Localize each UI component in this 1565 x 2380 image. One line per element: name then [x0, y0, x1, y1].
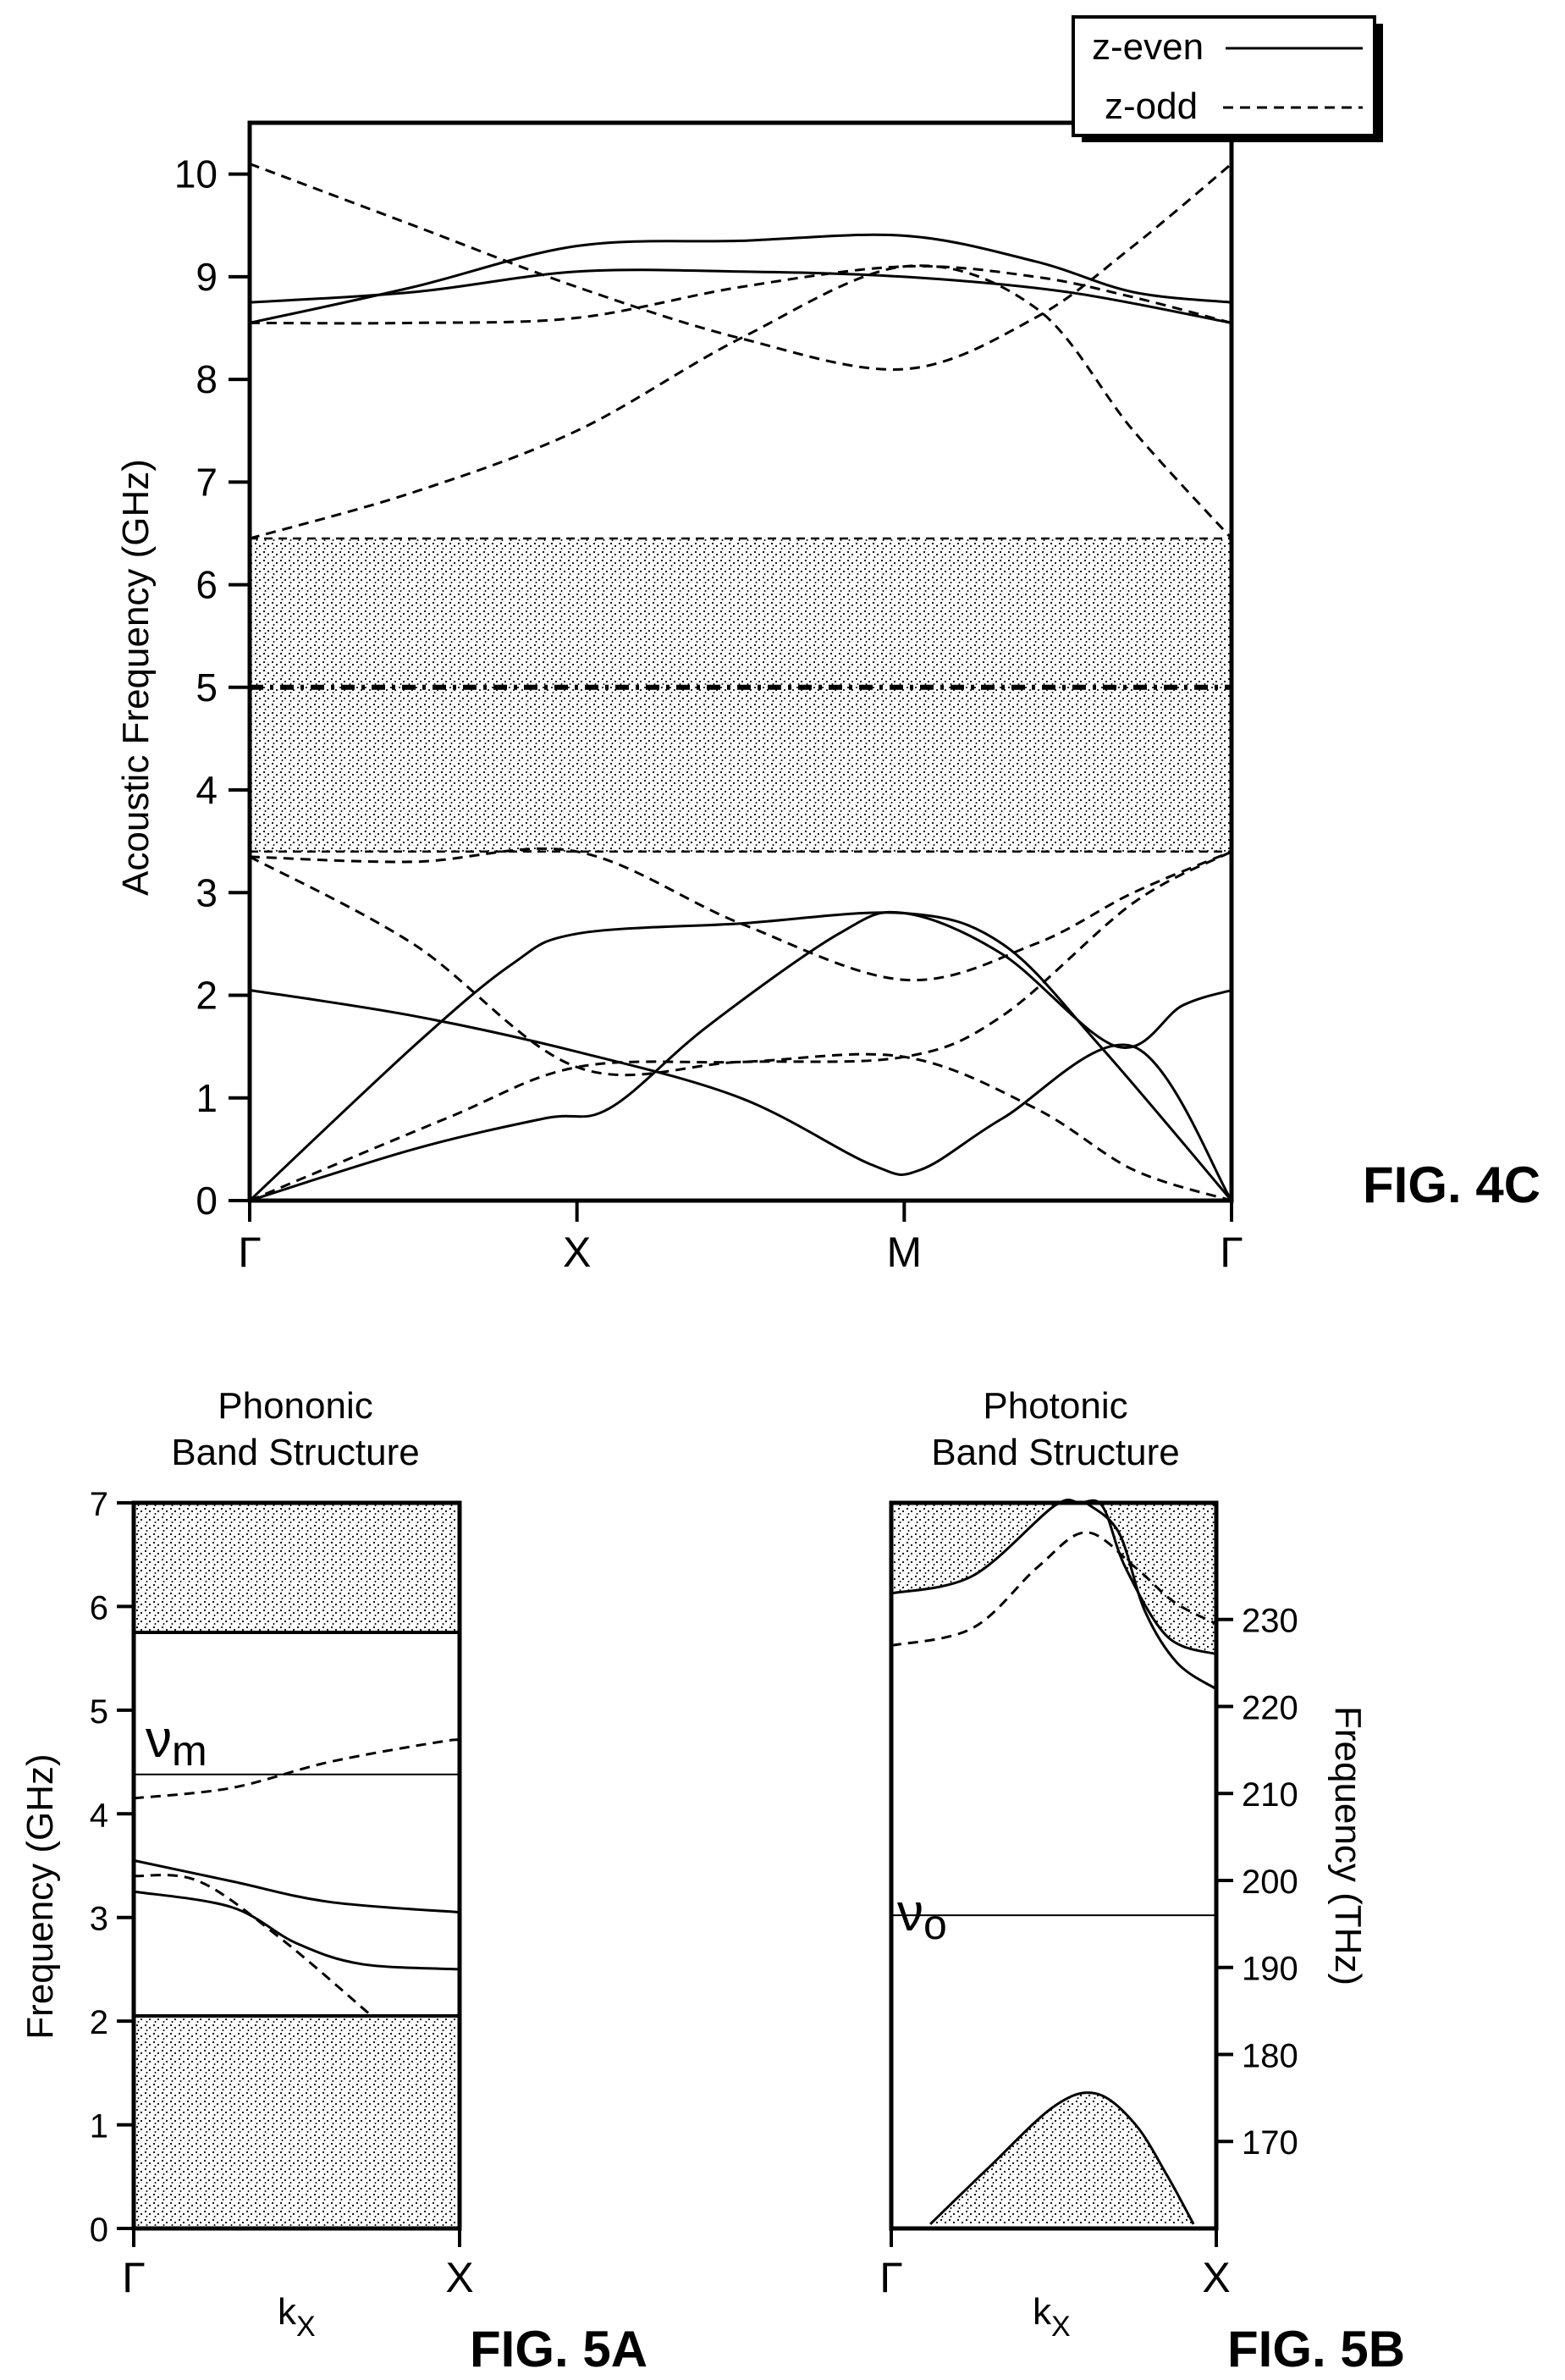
- fig4c-band-gap: [250, 537, 1232, 853]
- fig4c-chart: 0 1 2 3 4 5 6 7 8 9 10 Γ X M Γ Acoustic Frequency (GH…: [115, 15, 1540, 1276]
- fig5b-lower-shaded-band: [930, 2092, 1194, 2224]
- fig5b-y-tick-label: 200: [1242, 1864, 1298, 1901]
- fig5b-x-tick-label: X: [1202, 2254, 1230, 2301]
- fig5a-vm-label: νm: [146, 1710, 207, 1775]
- fig4c-y-tick-label: 3: [196, 870, 218, 914]
- fig5b-y-tick-label: 190: [1242, 1951, 1298, 1988]
- fig5a-y-tick-label: 6: [90, 1589, 108, 1626]
- fig5a-shaded-band: [134, 1503, 460, 1633]
- fig5a-y-ticks: 0 1 2 3 4 5 6 7: [90, 1486, 134, 2249]
- fig5a-figure-label: FIG. 5A: [470, 2321, 647, 2377]
- fig4c-band-gap-fill: [250, 538, 1232, 852]
- fig5a-shaded-band: [134, 2016, 460, 2228]
- fig5b-y-tick-label: 230: [1242, 1603, 1298, 1640]
- fig5b-series-line-solid: [929, 2091, 1195, 2225]
- fig5a-y-tick-label: 0: [90, 2212, 108, 2249]
- fig5a-y-tick-label: 1: [90, 2108, 108, 2145]
- fig5b-y-tick-label: 180: [1242, 2037, 1298, 2074]
- fig5b-vo-label: νo: [897, 1884, 947, 1948]
- fig4c-y-ticks: 0 1 2 3 4 5 6 7 8 9 10: [174, 152, 250, 1223]
- fig4c-y-tick-label: 4: [196, 768, 218, 812]
- fig5b-title-line1: Photonic: [983, 1385, 1127, 1427]
- fig4c-y-tick-label: 6: [196, 563, 218, 607]
- fig5a-y-axis-label: Frequency (GHz): [19, 1753, 61, 2039]
- fig5a-shaded-bands: [134, 1503, 460, 2228]
- fig5a-y-tick-label: 5: [90, 1693, 108, 1731]
- fig4c-y-tick-label: 9: [196, 255, 218, 299]
- fig5a-y-tick-label: 4: [90, 1797, 108, 1834]
- fig5b-y-tick-label: 210: [1242, 1776, 1298, 1814]
- fig4c-series-line-solid: [249, 989, 1233, 1201]
- fig5b-y-tick-label: 220: [1242, 1689, 1298, 1726]
- fig5b-series-line-dashed: [890, 1531, 1217, 1647]
- fig5b-x-axis-label: kX: [1033, 2291, 1071, 2343]
- fig5b-upper-shaded-band: [891, 1499, 1216, 1654]
- fig5a-x-tick-label: X: [445, 2254, 473, 2301]
- fig4c-series-line-solid: [248, 911, 1233, 1202]
- legend-label-z-even: z-even: [1092, 26, 1204, 68]
- fig4c-x-tick-label: Γ: [1220, 1229, 1243, 1276]
- fig5b-plot-frame: [889, 1500, 1219, 2231]
- fig4c-x-tick-label: M: [887, 1229, 923, 1276]
- fig5a-title-line2: Band Structure: [171, 1432, 420, 1473]
- fig4c-x-tick-label: Γ: [238, 1229, 262, 1276]
- fig4c-figure-label: FIG. 4C: [1363, 1157, 1540, 1213]
- fig5b-title-line2: Band Structure: [931, 1432, 1180, 1473]
- fig4c-x-tick-label: X: [563, 1229, 591, 1276]
- fig5a-series-line-dashed: [133, 1874, 373, 2018]
- fig4c-series-line-solid: [249, 268, 1232, 324]
- fig5a-plot-frame: [131, 1500, 462, 2231]
- fig5a-x-tick-label: Γ: [122, 2254, 146, 2301]
- fig4c-series-line-dashed: [249, 264, 1233, 540]
- fig5a-x-axis-label: kX: [278, 2291, 316, 2343]
- fig4c-series-line-solid: [249, 233, 1232, 324]
- fig4c-y-tick-label: 7: [196, 460, 218, 504]
- legend-label-z-odd: z-odd: [1105, 86, 1198, 127]
- fig4c-y-tick-label: 5: [196, 665, 218, 710]
- fig5b-x-tick-label: Γ: [879, 2254, 903, 2301]
- fig5a-y-tick-label: 7: [90, 1486, 108, 1523]
- fig4c-y-tick-label: 1: [196, 1076, 218, 1120]
- fig4c-series-line-dashed: [249, 850, 1232, 1077]
- fig4c-series-line-dashed: [249, 163, 1232, 371]
- fig4c-series-line-dashed: [249, 847, 1232, 982]
- fig5a-series-line-solid: [133, 1858, 460, 1914]
- fig5b-chart: 170 180 190 200 210 220 230 νo Photonic Band S…: [879, 1385, 1405, 2377]
- fig5a-y-tick-label: 3: [90, 1901, 108, 1938]
- fig4c-series-line-dashed: [249, 264, 1232, 325]
- fig4c-series-line-solid: [249, 910, 1232, 1202]
- fig4c-y-tick-label: 2: [196, 974, 218, 1018]
- fig4c-y-tick-label: 8: [196, 357, 218, 401]
- fig5b-y-tick-label: 170: [1242, 2124, 1298, 2162]
- fig5b-y-axis-label: Frequency (THz): [1327, 1706, 1369, 1985]
- fig5a-y-tick-label: 2: [90, 2004, 108, 2041]
- fig5b-figure-label: FIG. 5B: [1227, 2321, 1405, 2377]
- fig4c-plot-frame: [247, 120, 1234, 1203]
- fig4c-legend: z-even z-odd: [1072, 15, 1383, 142]
- fig4c-series-line-dashed: [249, 1052, 1232, 1202]
- fig4c-y-tick-label: 0: [196, 1179, 218, 1223]
- fig4c-y-axis-label: Acoustic Frequency (GHz): [115, 459, 157, 896]
- fig5a-chart: 0 1 2 3 4 5 6 7 νm Phononic Band Structure Freq…: [19, 1385, 647, 2377]
- fig4c-series: [248, 163, 1233, 1202]
- fig5a-series: [133, 1738, 460, 2018]
- fig5b-series-line-solid: [1085, 1501, 1217, 1691]
- fig5a-series-line-solid: [133, 1890, 460, 1971]
- fig5a-title-line1: Phononic: [218, 1385, 372, 1427]
- fig5b-y-ticks: 170 180 190 200 210 220 230: [1216, 1603, 1298, 2162]
- fig5b-shaded-bands: [891, 1499, 1216, 2224]
- fig4c-y-tick-label: 10: [174, 152, 218, 196]
